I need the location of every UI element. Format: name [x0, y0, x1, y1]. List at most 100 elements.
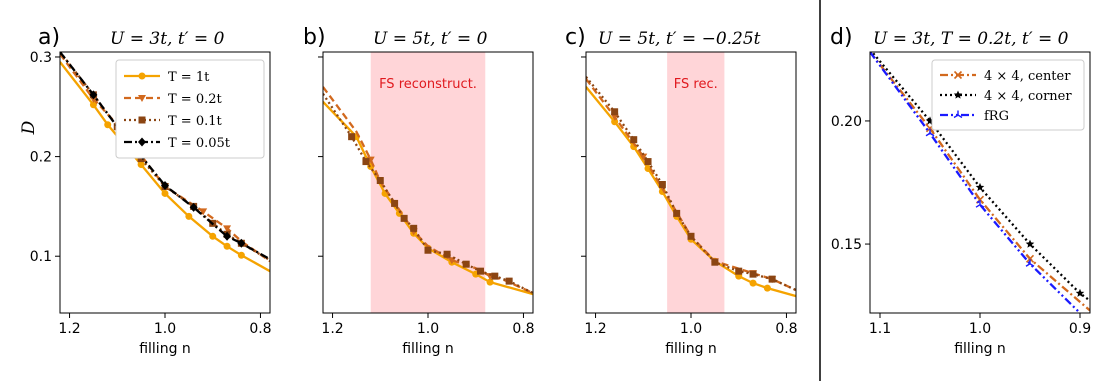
data-point [223, 225, 232, 233]
x-tick-label: 0.8 [512, 321, 534, 337]
legend-entry: fRG [984, 109, 1009, 124]
data-point [768, 275, 776, 283]
y-tick-label: 0.1 [30, 249, 52, 265]
data-point [925, 116, 935, 125]
legend-marker [138, 137, 146, 147]
data-point [410, 224, 418, 232]
shaded-region [667, 52, 725, 313]
x-tick-label: 1.0 [969, 321, 991, 337]
panel-title: U = 5t, t′ = −0.25t [598, 29, 761, 49]
data-point [505, 277, 513, 285]
data-point [462, 260, 470, 268]
plot-area [323, 86, 533, 296]
legend-entry: 4 × 4, center [984, 69, 1071, 84]
data-point [185, 212, 193, 220]
legend-box [931, 59, 1085, 131]
data-point [209, 232, 217, 240]
data-point [400, 214, 408, 222]
data-point [925, 128, 935, 137]
plot-area [586, 76, 796, 298]
data-point [658, 180, 666, 188]
data-point [610, 113, 619, 121]
data-point [477, 267, 484, 275]
plot-area [870, 52, 1090, 313]
panel-title: U = 3t, t′ = 0 [110, 29, 225, 49]
legend-entry: T = 0.05t [168, 136, 231, 151]
data-point [89, 90, 98, 100]
data-point [104, 121, 112, 129]
x-tick-label: 1.0 [680, 321, 702, 337]
data-point [391, 199, 399, 207]
x-tick-label: 1.2 [321, 321, 343, 337]
x-tick-label: 1.2 [584, 321, 606, 337]
data-point [486, 278, 494, 286]
data-point [199, 208, 208, 216]
legend-marker [138, 116, 146, 124]
data-point [673, 209, 681, 217]
x-tick-label: 0.8 [775, 321, 797, 337]
region-label: FS reconstruct. [379, 77, 477, 92]
plot-area [60, 52, 270, 273]
data-point [711, 258, 719, 266]
legend: T = 1t T = 0.2t T = 0.1t T = 0.05t [115, 59, 265, 159]
series-line-2 [870, 52, 1082, 313]
data-point [1025, 254, 1035, 263]
series-line-0 [870, 52, 1090, 312]
legend-marker [138, 95, 146, 102]
data-point [1025, 239, 1035, 248]
y-axis-label: D [19, 120, 39, 135]
data-point [630, 136, 638, 144]
x-axis-label: filling n [402, 341, 454, 357]
data-point [137, 155, 145, 163]
data-point [735, 267, 743, 275]
data-point [223, 242, 231, 250]
x-tick-label: 1.0 [154, 321, 176, 337]
legend-entry: T = 1t [168, 70, 210, 85]
data-point [443, 250, 451, 258]
x-tick-label: 1.0 [417, 321, 439, 337]
panel-d: 1.1 1.0 0.9 0.15 0.20 filling n d) U = 3t, T = … [830, 25, 1091, 357]
x-tick-label: 0.9 [1069, 321, 1091, 337]
data-point [362, 158, 370, 166]
data-point [749, 270, 757, 278]
x-axis-label: filling n [139, 341, 191, 357]
x-axis-label: filling n [665, 341, 717, 357]
data-point [749, 279, 757, 287]
panel-title: U = 3t, T = 0.2t, t′ = 0 [873, 29, 1069, 49]
x-axis-label: filling n [954, 341, 1006, 357]
series-line-2 [323, 93, 533, 295]
legend-entry: T = 0.2t [168, 92, 223, 107]
data-point [376, 177, 384, 185]
data-point [237, 251, 245, 259]
data-point [687, 232, 695, 240]
data-point [89, 101, 97, 109]
x-tick-label: 1.2 [58, 321, 80, 337]
data-point [161, 180, 169, 190]
data-point [137, 161, 145, 169]
legend-box [115, 59, 265, 159]
panel-letter: c) [565, 25, 586, 50]
data-point [424, 246, 432, 254]
data-point [644, 158, 652, 166]
panel-b: FS reconstruct. 1.2 1.0 0.8 filling n b) U = 5… [303, 25, 535, 357]
data-point [639, 153, 648, 161]
data-point [611, 108, 619, 116]
y-tick-label: 0.20 [831, 114, 862, 130]
region-label: FS rec. [674, 77, 718, 92]
data-point [189, 202, 198, 212]
panel-letter: b) [303, 25, 326, 50]
data-point [491, 272, 499, 280]
panels: 1.2 1.0 0.8 0.1 0.2 0.3 filling n Da) U = 3t, t′… [19, 25, 1091, 357]
panel-letter: d) [830, 25, 853, 50]
panel-c: FS rec. 1.2 1.0 0.8 filling n c) U = 5t, t′ = … [565, 25, 798, 357]
legend-marker [953, 110, 963, 119]
legend-entry: T = 0.1t [168, 114, 223, 129]
data-point [1075, 288, 1085, 297]
data-point [1025, 259, 1035, 267]
data-point [348, 133, 356, 141]
x-tick-label: 0.8 [249, 321, 271, 337]
y-tick-label: 0.3 [30, 50, 52, 66]
data-point [611, 118, 619, 126]
data-point [223, 231, 232, 241]
